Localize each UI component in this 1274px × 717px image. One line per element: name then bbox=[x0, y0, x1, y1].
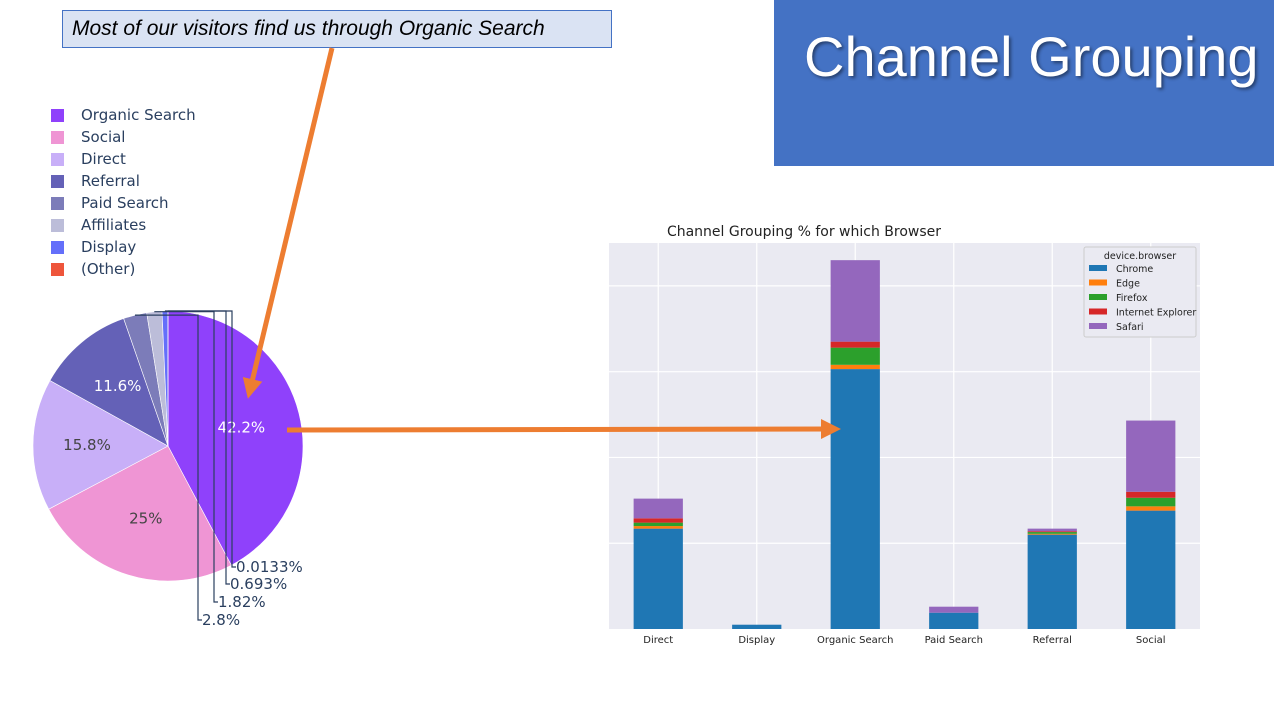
bar-legend-swatch-internet-explorer bbox=[1089, 308, 1107, 315]
x-tick-label-paid-search: Paid Search bbox=[925, 635, 983, 646]
legend-item-display[interactable]: Display bbox=[50, 236, 196, 258]
bar-segment-referral-safari[interactable] bbox=[1027, 528, 1077, 532]
bar-legend-swatch-safari bbox=[1089, 323, 1107, 329]
bar-segment-direct-internet-explorer[interactable] bbox=[633, 518, 683, 523]
pie-label-display: 0.693% bbox=[230, 575, 287, 593]
bar-segment-display-chrome[interactable] bbox=[732, 624, 782, 629]
legend-label: Social bbox=[81, 128, 126, 146]
x-tick-label-display: Display bbox=[738, 635, 775, 646]
bar-segment-paid-search-safari[interactable] bbox=[929, 606, 979, 613]
x-tick-label-referral: Referral bbox=[1033, 635, 1072, 646]
bar-legend-swatch-chrome bbox=[1089, 265, 1107, 271]
legend-label: Affiliates bbox=[81, 216, 147, 234]
bar-legend-swatch-edge bbox=[1089, 279, 1107, 286]
leader-line-affiliates bbox=[154, 311, 218, 603]
bar-segment-referral-internet-explorer[interactable] bbox=[1027, 531, 1077, 533]
legend-label: Direct bbox=[81, 150, 126, 168]
pie-label-other: 0.0133% bbox=[236, 558, 303, 576]
legend-swatch bbox=[51, 109, 64, 122]
bar-legend-title: device.browser bbox=[1104, 251, 1176, 262]
bar-segment-social-edge[interactable] bbox=[1126, 506, 1176, 511]
bar-segment-direct-safari[interactable] bbox=[633, 498, 683, 519]
legend-swatch bbox=[51, 197, 64, 210]
pie-label-organic-search: 42.2% bbox=[218, 419, 266, 437]
bar-segment-organic-search-edge[interactable] bbox=[830, 364, 880, 370]
bar-segment-organic-search-chrome[interactable] bbox=[830, 369, 880, 629]
bar-legend-label-safari: Safari bbox=[1116, 322, 1144, 333]
x-tick-label-direct: Direct bbox=[643, 635, 673, 646]
pie-slice-referral[interactable] bbox=[49, 318, 169, 447]
pie-label-direct: 15.8% bbox=[63, 436, 111, 454]
bar-legend-swatch-firefox bbox=[1089, 294, 1107, 300]
bar-segment-organic-search-firefox[interactable] bbox=[830, 347, 880, 365]
pie-label-paid-search: 2.8% bbox=[202, 611, 240, 629]
legend-swatch bbox=[51, 175, 64, 188]
bar-segment-direct-edge[interactable] bbox=[633, 526, 683, 529]
legend-item-direct[interactable]: Direct bbox=[50, 148, 196, 170]
bar-legend-box bbox=[1083, 246, 1197, 338]
legend-swatch bbox=[51, 153, 64, 166]
legend-label: Organic Search bbox=[81, 106, 196, 124]
bar-segment-direct-firefox[interactable] bbox=[633, 522, 683, 527]
bar-segment-direct-chrome[interactable] bbox=[633, 528, 683, 629]
bar-segment-paid-search-chrome[interactable] bbox=[929, 612, 979, 629]
legend-label: Display bbox=[81, 238, 137, 256]
bar-segment-social-chrome[interactable] bbox=[1126, 510, 1176, 629]
legend-item-organic-search[interactable]: Organic Search bbox=[50, 104, 196, 126]
title-banner: Channel Grouping bbox=[774, 0, 1274, 166]
bar-legend-label-chrome: Chrome bbox=[1116, 264, 1153, 275]
arrow-pie-to-bar bbox=[286, 419, 841, 440]
leader-line-display bbox=[164, 310, 230, 585]
bar-legend-label-edge: Edge bbox=[1116, 279, 1140, 290]
legend-swatch bbox=[51, 241, 64, 254]
legend-label: Referral bbox=[81, 172, 140, 190]
bar-chart-title: Channel Grouping % for which Browser bbox=[667, 224, 941, 240]
legend-item-affiliates[interactable]: Affiliates bbox=[50, 214, 196, 236]
bar-legend-label-firefox: Firefox bbox=[1116, 293, 1148, 304]
pie-label-referral: 11.6% bbox=[94, 377, 142, 395]
bar-segment-organic-search-internet-explorer[interactable] bbox=[830, 341, 880, 348]
bar-segment-social-firefox[interactable] bbox=[1126, 497, 1176, 507]
legend-swatch bbox=[51, 131, 64, 144]
legend-item-paid-search[interactable]: Paid Search bbox=[50, 192, 196, 214]
legend-label: (Other) bbox=[81, 260, 136, 278]
pie-slice-direct[interactable] bbox=[32, 380, 169, 510]
x-tick-label-social: Social bbox=[1136, 635, 1166, 646]
pie-label-social: 25% bbox=[129, 509, 162, 527]
legend-item-referral[interactable]: Referral bbox=[50, 170, 196, 192]
legend-swatch bbox=[51, 219, 64, 232]
leader-line-paid-search bbox=[135, 314, 202, 621]
pie-label-affiliates: 1.82% bbox=[218, 593, 266, 611]
bar-segment-referral-chrome[interactable] bbox=[1027, 534, 1077, 629]
bar-segment-social-safari[interactable] bbox=[1126, 420, 1176, 492]
bar-segment-referral-edge[interactable] bbox=[1027, 533, 1077, 535]
legend-label: Paid Search bbox=[81, 194, 169, 212]
bar-segment-organic-search-safari[interactable] bbox=[830, 260, 880, 342]
legend-swatch bbox=[51, 263, 64, 276]
bar-segment-social-internet-explorer[interactable] bbox=[1126, 491, 1176, 498]
pie-slice-social[interactable] bbox=[48, 445, 232, 582]
pie-legend: Organic Search Social Direct Referral Paid S… bbox=[50, 104, 196, 280]
arrow-callout-to-pie bbox=[242, 47, 335, 399]
callout-text: Most of our visitors find us through Org… bbox=[72, 17, 545, 40]
bar-legend-label-internet-explorer: Internet Explorer bbox=[1116, 308, 1196, 319]
legend-item-other[interactable]: (Other) bbox=[50, 258, 196, 280]
title-text: Channel Grouping bbox=[804, 25, 1259, 88]
legend-item-social[interactable]: Social bbox=[50, 126, 196, 148]
x-tick-label-organic-search: Organic Search bbox=[817, 635, 893, 646]
bar-segment-referral-firefox[interactable] bbox=[1027, 532, 1077, 534]
callout-box: Most of our visitors find us through Org… bbox=[62, 10, 612, 48]
